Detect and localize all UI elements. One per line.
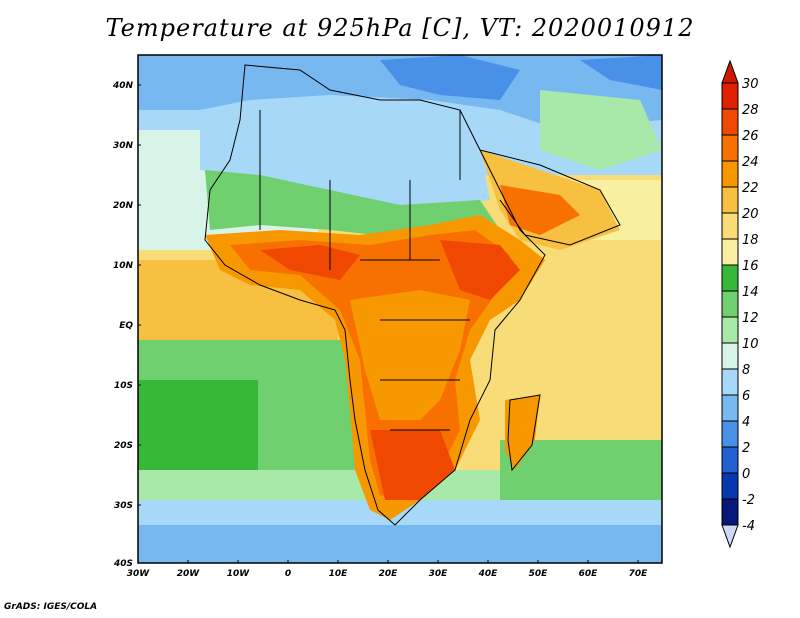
colorbar-label: 16 [742,259,759,274]
temperature-field [138,55,662,563]
colorbar-segment [721,238,739,266]
colorbar-label: 26 [742,129,759,144]
colorbar-segment [721,82,739,110]
latitude-axis: 40N 30N 20N 10N EQ 10S 20S 30S 40S [112,81,141,569]
lon-tick-label: 0 [285,569,291,579]
colorbar-label: 22 [742,181,759,196]
chart-title: Temperature at 925hPa [C], VT: 202001091… [105,14,695,42]
colorbar-segment [721,290,739,318]
lon-tick-label: 40E [478,569,499,579]
colorbar-top-arrow [721,59,739,84]
colorbar-label: 20 [742,207,759,222]
lon-tick-label: 10E [329,569,349,579]
colorbar-bottom-arrow [721,524,739,549]
colorbar-segment [721,316,739,344]
colorbar-label: 24 [742,155,759,170]
colorbar-segment [721,186,739,214]
colorbar-label: 18 [742,233,759,248]
lat-tick-label: 30N [113,141,134,151]
colorbar-label: 0 [742,467,750,482]
lat-tick-label: 20N [113,201,134,211]
lon-tick-label: 30W [127,569,151,579]
colorbar-segment [721,342,739,370]
colorbar-label: 28 [742,103,759,118]
lat-tick-label: 10N [113,261,134,271]
lat-tick-label: 10S [114,381,133,391]
lat-tick-label: 40N [112,81,134,91]
lat-tick-label: 30S [114,501,133,511]
lon-tick-label: 60E [579,569,599,579]
credit-label: GrADS: IGES/COLA [4,602,98,612]
colorbar-segment [721,498,739,526]
colorbar-segment [721,368,739,396]
colorbar-segment [721,472,739,500]
colorbar-label: -4 [742,519,755,534]
colorbar-label: 6 [742,389,750,404]
lon-tick-label: 10W [227,569,251,579]
map-frame [137,54,663,564]
colorbar-segment [721,394,739,422]
lon-tick-label: 20W [177,569,201,579]
lon-tick-label: 50E [529,569,549,579]
colorbar-segment [721,108,739,136]
coastlines [204,64,621,526]
colorbar-label: 2 [742,441,750,456]
colorbar-segment [721,420,739,448]
colorbar-label: 10 [742,337,759,352]
colorbar-segment [721,264,739,292]
colorbar-segment [721,160,739,188]
colorbar-segment [721,446,739,474]
colorbar-label: 8 [742,363,750,378]
colorbar-segment [721,134,739,162]
colorbar-label: 12 [742,311,759,326]
colorbar-label: 30 [742,77,759,92]
lon-tick-label: 70E [629,569,649,579]
colorbar-label: 14 [742,285,759,300]
lon-tick-label: 20E [379,569,399,579]
lat-tick-label: EQ [119,321,133,331]
colorbar-label: 4 [742,415,750,430]
lat-tick-label: 40S [113,559,133,569]
colorbar-label: -2 [742,493,755,508]
longitude-axis: 30W 20W 10W 0 10E 20E 30E 40E 50E 60E 70E [127,560,648,579]
colorbar-segment [721,212,739,240]
lat-tick-label: 20S [114,441,133,451]
lon-tick-label: 30E [429,569,449,579]
